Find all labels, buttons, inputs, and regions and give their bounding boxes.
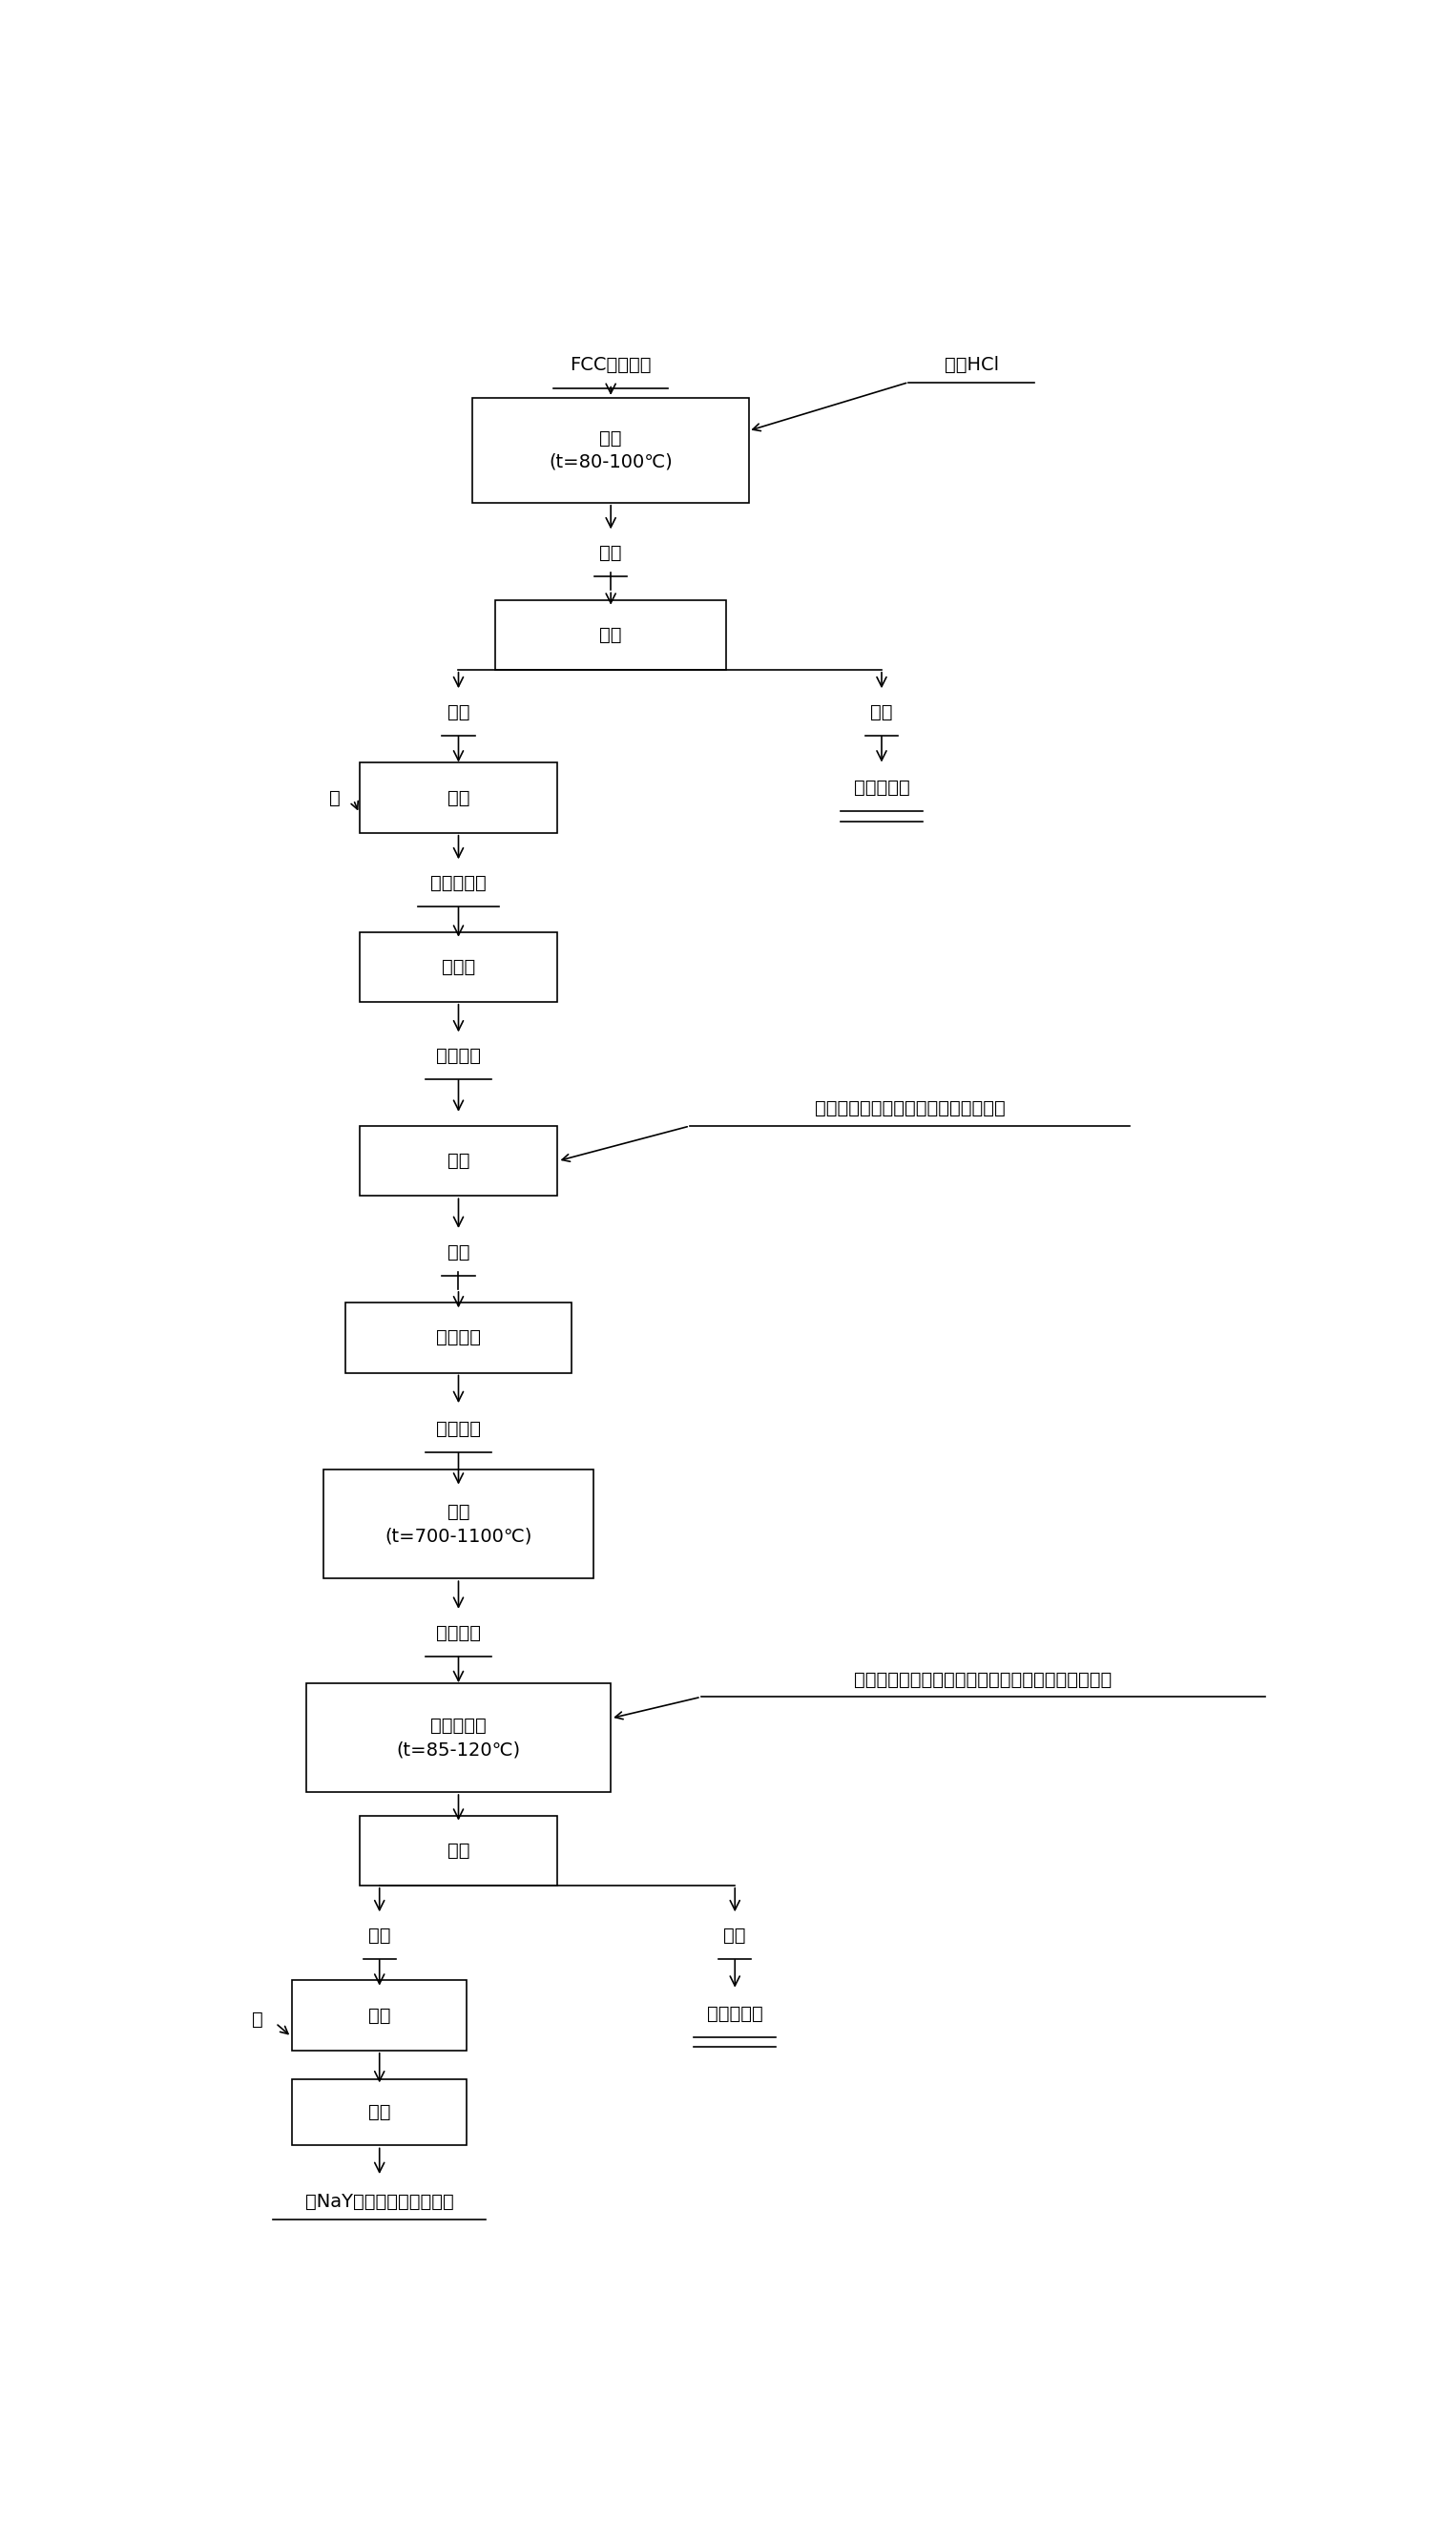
- Text: 滤饼: 滤饼: [447, 704, 470, 721]
- Text: 球磨机: 球磨机: [441, 958, 475, 976]
- Bar: [360, 762, 558, 832]
- Text: 含NaY沸石的多孔微球材料: 含NaY沸石的多孔微球材料: [306, 2192, 454, 2212]
- Bar: [473, 398, 748, 502]
- Text: 水洗: 水洗: [368, 2008, 390, 2025]
- Text: FCC废催化剂: FCC废催化剂: [569, 356, 652, 373]
- Text: 制浆: 制浆: [447, 1153, 470, 1170]
- Bar: [323, 1470, 594, 1579]
- Text: 煅烧
(t=700-1100℃): 煅烧 (t=700-1100℃): [384, 1503, 531, 1546]
- Text: 干燥微球: 干燥微球: [435, 1420, 480, 1438]
- Text: 喷雾干燥: 喷雾干燥: [435, 1329, 480, 1347]
- Bar: [360, 931, 558, 1001]
- Text: 滤饼: 滤饼: [368, 1927, 390, 1944]
- Text: 干燥: 干燥: [368, 2103, 390, 2121]
- Text: 过滤: 过滤: [600, 625, 622, 643]
- Bar: [293, 2081, 467, 2146]
- Text: 制浆
(t=80-100℃): 制浆 (t=80-100℃): [549, 429, 673, 472]
- Text: 水、HCl: 水、HCl: [945, 356, 999, 373]
- Text: 催化剂微球: 催化剂微球: [431, 875, 486, 893]
- Text: 细磨微球: 细磨微球: [435, 1047, 480, 1064]
- Bar: [306, 1682, 612, 1793]
- Text: 滤液: 滤液: [871, 704, 893, 721]
- Text: 水: 水: [252, 2010, 264, 2028]
- Text: 煅烧微球: 煅烧微球: [435, 1624, 480, 1642]
- Text: 天然高岭土、煅烧高岭土、水、功能剂: 天然高岭土、煅烧高岭土、水、功能剂: [814, 1100, 1005, 1117]
- Bar: [345, 1304, 571, 1372]
- Text: 催化剂微球、煅烧微球、硅酸钠、沸石导向剂、碱液: 催化剂微球、煅烧微球、硅酸钠、沸石导向剂、碱液: [855, 1670, 1112, 1690]
- Text: 处理后排放: 处理后排放: [853, 779, 910, 797]
- Text: 过滤: 过滤: [447, 1841, 470, 1859]
- Text: 晶化反应釜
(t=85-120℃): 晶化反应釜 (t=85-120℃): [396, 1717, 521, 1758]
- Text: 水: 水: [329, 789, 339, 807]
- Text: 水洗: 水洗: [447, 789, 470, 807]
- Text: 滤液: 滤液: [724, 1927, 745, 1944]
- Bar: [293, 1980, 467, 2050]
- Text: 处理后排放: 处理后排放: [708, 2005, 763, 2023]
- Bar: [360, 1125, 558, 1195]
- Text: 浆液: 浆液: [600, 545, 622, 562]
- Bar: [360, 1816, 558, 1886]
- Text: 浆液: 浆液: [447, 1243, 470, 1261]
- Bar: [495, 600, 727, 671]
